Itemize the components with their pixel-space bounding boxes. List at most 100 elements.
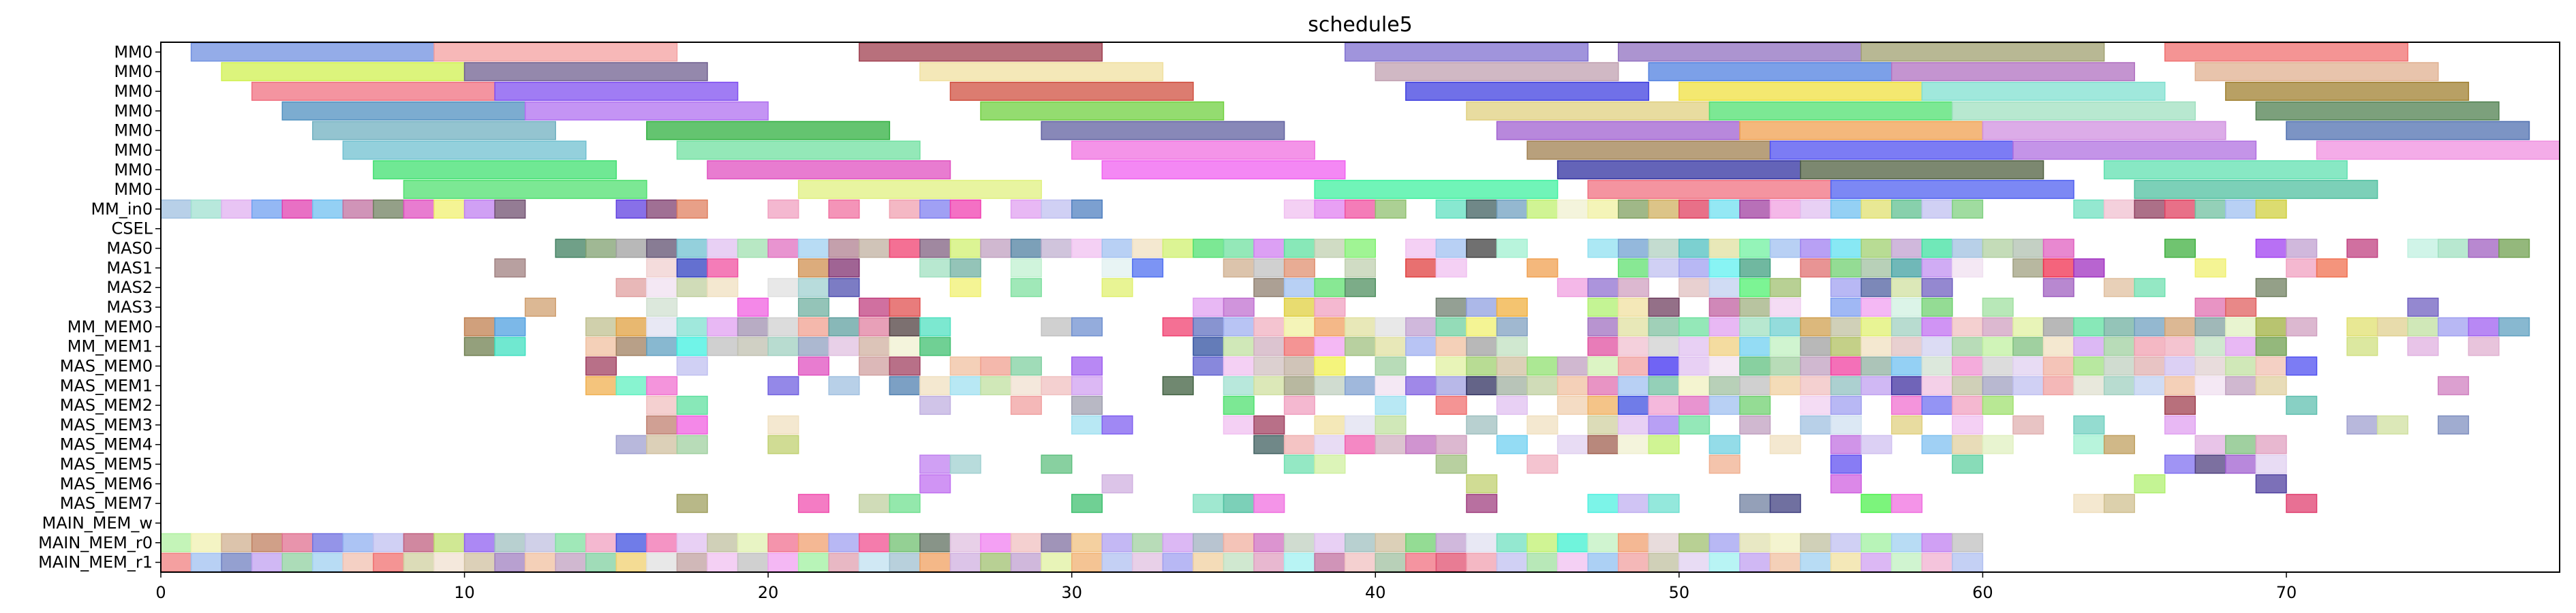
gantt-bar xyxy=(1314,376,1346,396)
gantt-bar xyxy=(1283,298,1315,317)
gantt-bar xyxy=(1739,199,1771,219)
gantt-bar xyxy=(707,160,951,180)
gantt-bar xyxy=(889,317,921,336)
gantt-bar xyxy=(1344,376,1377,396)
gantt-bar xyxy=(1708,278,1741,298)
gantt-bar xyxy=(1527,415,1559,435)
gantt-bar xyxy=(1800,356,1832,376)
gantt-bar xyxy=(737,533,769,552)
gantt-bar xyxy=(1952,101,2196,121)
gantt-bar xyxy=(2103,317,2135,336)
gantt-bar xyxy=(859,552,891,572)
gantt-bar xyxy=(1769,435,1801,454)
gantt-bar xyxy=(2134,356,2166,376)
x-tick-label: 70 xyxy=(2276,583,2297,602)
gantt-bar xyxy=(2073,376,2105,396)
gantt-bar xyxy=(1071,396,1103,415)
gantt-bar xyxy=(1587,298,1619,317)
gantt-bar xyxy=(646,396,678,415)
chart-title: schedule5 xyxy=(1308,13,1413,37)
gantt-bar xyxy=(2073,317,2105,336)
gantt-bar xyxy=(889,199,921,219)
gantt-bar xyxy=(1800,376,1832,396)
gantt-bar xyxy=(1041,238,1073,258)
gantt-bar xyxy=(1678,552,1711,572)
gantt-bar xyxy=(646,258,678,278)
gantt-bar xyxy=(1283,238,1315,258)
gantt-bar xyxy=(251,533,283,552)
gantt-bar xyxy=(312,121,556,140)
y-tick-label: MAS_MEM7 xyxy=(60,494,153,513)
gantt-bar xyxy=(2346,317,2378,336)
gantt-bar xyxy=(1587,376,1619,396)
gantt-bar xyxy=(1800,199,1832,219)
gantt-bar xyxy=(1466,101,1711,121)
gantt-bar xyxy=(1010,238,1042,258)
gantt-bar xyxy=(281,101,526,121)
gantt-bar xyxy=(1253,494,1285,514)
gantt-bar xyxy=(2225,199,2257,219)
gantt-bar xyxy=(676,552,708,572)
gantt-bar xyxy=(1071,199,1103,219)
gantt-bar xyxy=(251,552,283,572)
gantt-bar xyxy=(494,258,526,278)
gantt-bar xyxy=(646,552,678,572)
gantt-bar xyxy=(676,415,708,435)
gantt-bar xyxy=(555,552,587,572)
gantt-bar xyxy=(676,336,708,356)
gantt-bar xyxy=(1830,278,1862,298)
y-tick-label: MAS_MEM1 xyxy=(60,376,153,395)
gantt-bar xyxy=(1253,552,1285,572)
gantt-bar xyxy=(1952,533,1984,552)
gantt-bar xyxy=(980,101,1225,121)
gantt-bar xyxy=(524,101,769,121)
gantt-bar xyxy=(707,552,739,572)
gantt-bar xyxy=(949,356,981,376)
gantt-bar xyxy=(1071,140,1315,160)
gantt-bar xyxy=(646,533,678,552)
gantt-bar xyxy=(1830,356,1862,376)
gantt-bar xyxy=(2286,396,2318,415)
gantt-bar xyxy=(2164,336,2196,356)
gantt-bar xyxy=(1405,317,1437,336)
gantt-bar xyxy=(1375,552,1407,572)
gantt-bar xyxy=(1921,82,2166,101)
gantt-bar xyxy=(2438,238,2470,258)
gantt-bar xyxy=(2042,336,2074,356)
gantt-bar xyxy=(1800,415,1832,435)
gantt-bar xyxy=(1830,336,1862,356)
gantt-bar xyxy=(1800,552,1832,572)
gantt-bar xyxy=(1314,435,1346,454)
gantt-bar xyxy=(1071,317,1103,336)
gantt-bar xyxy=(1739,552,1771,572)
gantt-bar xyxy=(2225,317,2257,336)
gantt-bar xyxy=(859,42,1103,62)
gantt-bar xyxy=(2073,415,2105,435)
gantt-bar xyxy=(1466,474,1498,494)
gantt-bar xyxy=(1314,415,1346,435)
gantt-bar xyxy=(615,435,647,454)
gantt-bar xyxy=(646,238,678,258)
gantt-bar xyxy=(281,199,313,219)
gantt-bar xyxy=(1466,317,1498,336)
gantt-bar xyxy=(1830,552,1862,572)
gantt-bar xyxy=(1375,199,1407,219)
gantt-bar xyxy=(1466,336,1498,356)
gantt-bar xyxy=(2286,238,2318,258)
gantt-bar xyxy=(889,552,921,572)
gantt-bar xyxy=(1010,396,1042,415)
gantt-bar xyxy=(1952,317,1984,336)
gantt-bar xyxy=(403,199,435,219)
gantt-bar xyxy=(2042,356,2074,376)
gantt-bar xyxy=(1678,82,1923,101)
gantt-bar xyxy=(1557,552,1589,572)
gantt-bar xyxy=(1891,298,1923,317)
gantt-bar xyxy=(2438,415,2470,435)
gantt-bar xyxy=(2255,474,2287,494)
gantt-bar xyxy=(1739,356,1771,376)
gantt-bar xyxy=(1982,435,2014,454)
gantt-bar xyxy=(2286,121,2530,140)
gantt-bar xyxy=(2012,356,2044,376)
gantt-bar xyxy=(1253,258,1285,278)
